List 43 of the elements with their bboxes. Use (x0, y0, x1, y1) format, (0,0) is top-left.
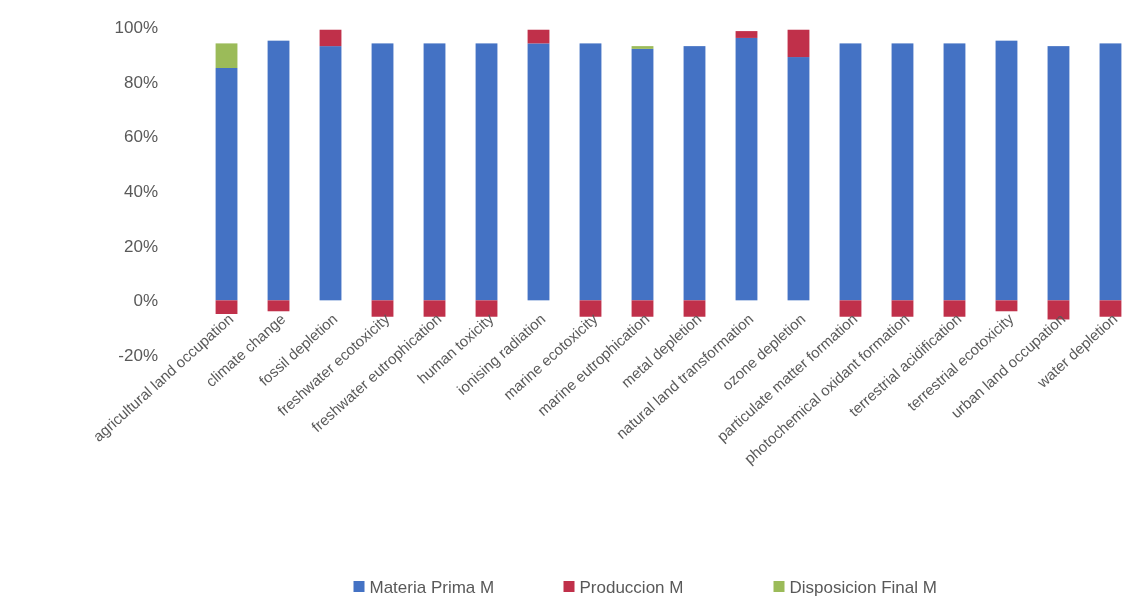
y-tick-label: 20% (123, 236, 158, 256)
bar (475, 43, 498, 301)
bar (267, 300, 290, 312)
bar (839, 300, 862, 317)
bar (527, 29, 550, 44)
bar (527, 43, 550, 301)
bar (995, 40, 1018, 301)
bar (215, 43, 238, 68)
y-tick-label: 100% (114, 17, 158, 37)
legend-label: Materia Prima M (369, 577, 495, 597)
bar (1047, 46, 1070, 301)
bar (735, 37, 758, 301)
legend-label: Produccion M (579, 577, 684, 597)
bar (787, 29, 810, 58)
bar (631, 46, 654, 49)
y-tick-label: 0% (133, 291, 158, 311)
y-tick-label: -20% (118, 345, 158, 365)
legend-label: Disposicion Final M (789, 577, 937, 597)
bar (735, 31, 758, 38)
y-tick-label: 80% (123, 72, 158, 92)
bar (319, 29, 342, 47)
bar (215, 68, 238, 301)
bar (839, 43, 862, 301)
y-tick-label: 40% (123, 181, 158, 201)
bar (683, 46, 706, 301)
bar (631, 48, 654, 301)
bar (1099, 300, 1122, 317)
bar (423, 43, 446, 301)
bar (579, 43, 602, 301)
bar (891, 43, 914, 301)
bar (787, 57, 810, 301)
bar (1099, 43, 1122, 301)
bar (423, 300, 446, 317)
bar (267, 40, 290, 301)
bar (995, 300, 1018, 312)
bar (943, 43, 966, 301)
bar (319, 46, 342, 301)
bar (683, 300, 706, 317)
bar (631, 300, 654, 317)
bar (371, 43, 394, 301)
bar (215, 300, 238, 314)
y-tick-label: 60% (123, 127, 158, 147)
bar (891, 300, 914, 317)
